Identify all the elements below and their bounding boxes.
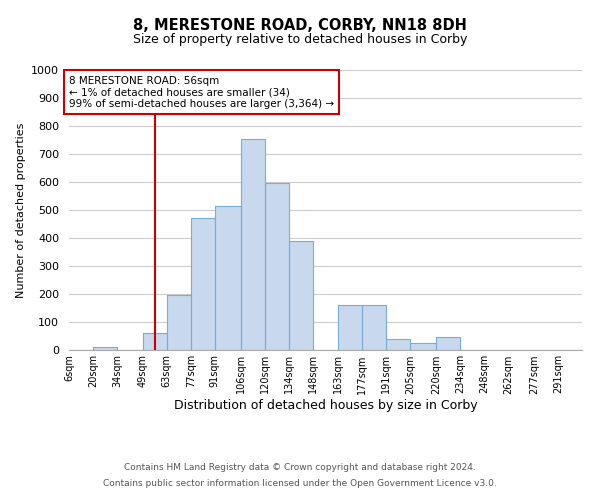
Text: 8, MERESTONE ROAD, CORBY, NN18 8DH: 8, MERESTONE ROAD, CORBY, NN18 8DH (133, 18, 467, 32)
Text: 8 MERESTONE ROAD: 56sqm
← 1% of detached houses are smaller (34)
99% of semi-det: 8 MERESTONE ROAD: 56sqm ← 1% of detached… (69, 76, 334, 109)
Text: Size of property relative to detached houses in Corby: Size of property relative to detached ho… (133, 32, 467, 46)
Text: Contains public sector information licensed under the Open Government Licence v3: Contains public sector information licen… (103, 478, 497, 488)
Y-axis label: Number of detached properties: Number of detached properties (16, 122, 26, 298)
Text: Contains HM Land Registry data © Crown copyright and database right 2024.: Contains HM Land Registry data © Crown c… (124, 464, 476, 472)
X-axis label: Distribution of detached houses by size in Corby: Distribution of detached houses by size … (173, 399, 478, 412)
